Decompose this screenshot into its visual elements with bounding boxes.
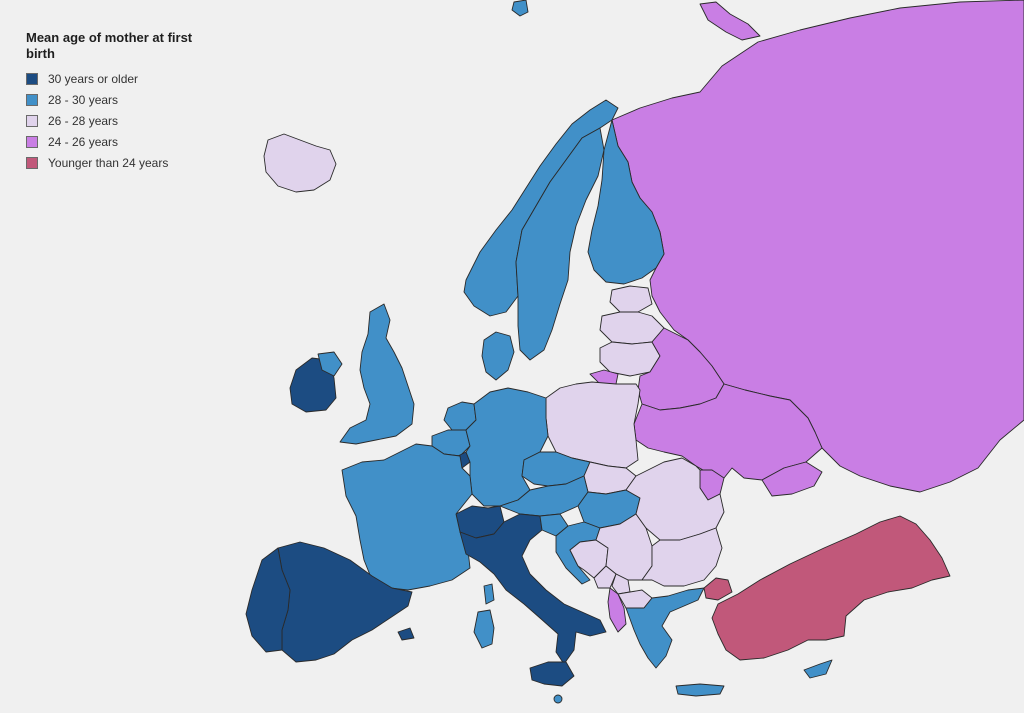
region-united-kingdom [339, 303, 415, 445]
region-greece [625, 587, 705, 669]
map-legend: Mean age of mother at first birth 30 yea… [26, 30, 226, 173]
region-novaya-zemlya [699, 1, 761, 41]
region-turkey [711, 515, 951, 661]
region-malta [553, 694, 563, 704]
legend-item: 24 - 26 years [26, 131, 226, 152]
legend-item: Younger than 24 years [26, 152, 226, 173]
region-sicily [529, 661, 575, 687]
region-denmark [481, 331, 515, 381]
region-balearic-islands [397, 627, 415, 641]
legend-label: 26 - 28 years [48, 113, 119, 128]
region-turkey-thrace [703, 577, 733, 601]
region-sweden [515, 127, 605, 361]
region-georgia [761, 461, 823, 497]
legend-swatch [26, 93, 38, 106]
legend-swatch [26, 72, 38, 85]
legend-item: 28 - 30 years [26, 89, 226, 110]
region-bulgaria [641, 527, 723, 587]
legend-title: Mean age of mother at first birth [26, 30, 193, 61]
region-portugal [245, 547, 291, 653]
legend-swatch [26, 135, 38, 148]
region-italy [459, 513, 607, 665]
legend-swatch [26, 156, 38, 169]
region-crete [675, 683, 725, 697]
region-corsica [483, 583, 495, 605]
legend-label: 24 - 26 years [48, 134, 119, 149]
legend-swatch [26, 114, 38, 127]
region-estonia [609, 285, 653, 313]
region-northern-ireland [317, 351, 343, 377]
region-romania [625, 457, 725, 541]
legend-label: 30 years or older [48, 71, 139, 86]
region-finland [587, 119, 665, 285]
legend-item: 30 years or older [26, 68, 226, 89]
legend-label: 28 - 30 years [48, 92, 119, 107]
region-svalbard [511, 0, 529, 17]
legend-item: 26 - 28 years [26, 110, 226, 131]
region-cyprus [803, 659, 833, 679]
region-sardinia [473, 609, 495, 649]
region-iceland [263, 133, 337, 193]
region-montenegro [593, 565, 617, 589]
legend-label: Younger than 24 years [48, 155, 169, 170]
